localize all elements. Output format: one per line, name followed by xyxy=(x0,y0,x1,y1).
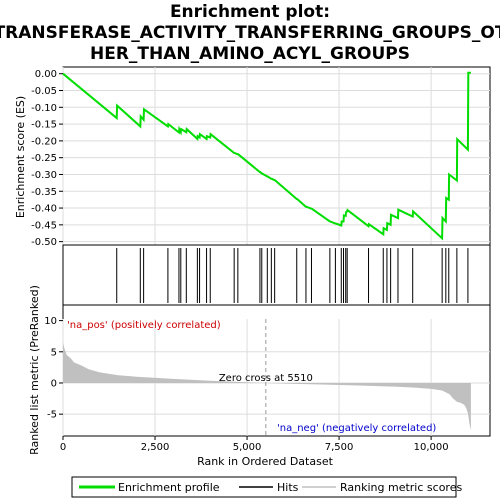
metric-tick-label: 5 xyxy=(51,347,57,358)
es-tick-label: -0.15 xyxy=(31,120,57,131)
es-tick-label: -0.20 xyxy=(31,136,57,147)
es-panel-frame xyxy=(62,66,491,246)
es-tick-label: -0.50 xyxy=(31,237,57,248)
es-panel: 0.00 -0.05 -0.10 -0.15 -0.20 -0.25 -0.30 -0.35 -… xyxy=(31,66,491,248)
hits-panel-frame xyxy=(62,244,491,306)
es-tick-label: -0.10 xyxy=(31,103,57,114)
es-axis-label: Enrichment score (ES) xyxy=(14,96,27,218)
x-tick-label: 10,000 xyxy=(414,442,449,453)
chart-title-line-3: HER_THAN_AMINO_ACYL_GROUPS xyxy=(90,44,410,64)
ranking-metric-fill xyxy=(63,342,471,431)
hits-panel xyxy=(62,244,491,306)
enrichment-profile-line xyxy=(62,71,471,241)
chart-title-line-1: Enrichment plot: xyxy=(170,2,330,22)
x-tick-label: 0 xyxy=(60,442,66,453)
metric-tick-label: 10 xyxy=(44,316,57,327)
legend: Enrichment profile Hits Ranking metric s… xyxy=(71,476,462,498)
chart-title-line-2: TRANSFERASE_ACTIVITY_TRANSFERRING_GROUPS… xyxy=(0,23,500,43)
x-axis-label: Rank in Ordered Dataset xyxy=(197,455,334,468)
zero-cross-label: Zero cross at 5510 xyxy=(219,373,313,384)
es-tick-label: -0.05 xyxy=(31,86,57,97)
es-tick-label: -0.30 xyxy=(31,170,57,181)
legend-enrichment-label: Enrichment profile xyxy=(118,481,220,494)
metric-tick-label: -5 xyxy=(47,410,57,421)
legend-hits-label: Hits xyxy=(277,481,299,494)
x-tick-label: 2,500 xyxy=(141,442,170,453)
es-tick-label: 0.00 xyxy=(35,69,57,80)
x-tick-label: 7,500 xyxy=(325,442,354,453)
es-tick-label: -0.45 xyxy=(31,220,57,231)
metric-panel: 10 5 0 -5 0 2,500 5,000 7,500 10,000 Zero cross… xyxy=(44,304,491,453)
x-tick-label: 5,000 xyxy=(233,442,262,453)
neg-correlated-label: 'na_neg' (negatively correlated) xyxy=(277,423,436,434)
metric-axis-label: Ranked list metric (PreRanked) xyxy=(28,285,41,455)
metric-tick-label: 0 xyxy=(51,378,57,389)
es-tick-label: -0.25 xyxy=(31,153,57,164)
es-tick-label: -0.40 xyxy=(31,204,57,215)
pos-correlated-label: 'na_pos' (positively correlated) xyxy=(67,320,221,331)
legend-metric-label: Ranking metric scores xyxy=(340,481,462,494)
es-tick-label: -0.35 xyxy=(31,187,57,198)
